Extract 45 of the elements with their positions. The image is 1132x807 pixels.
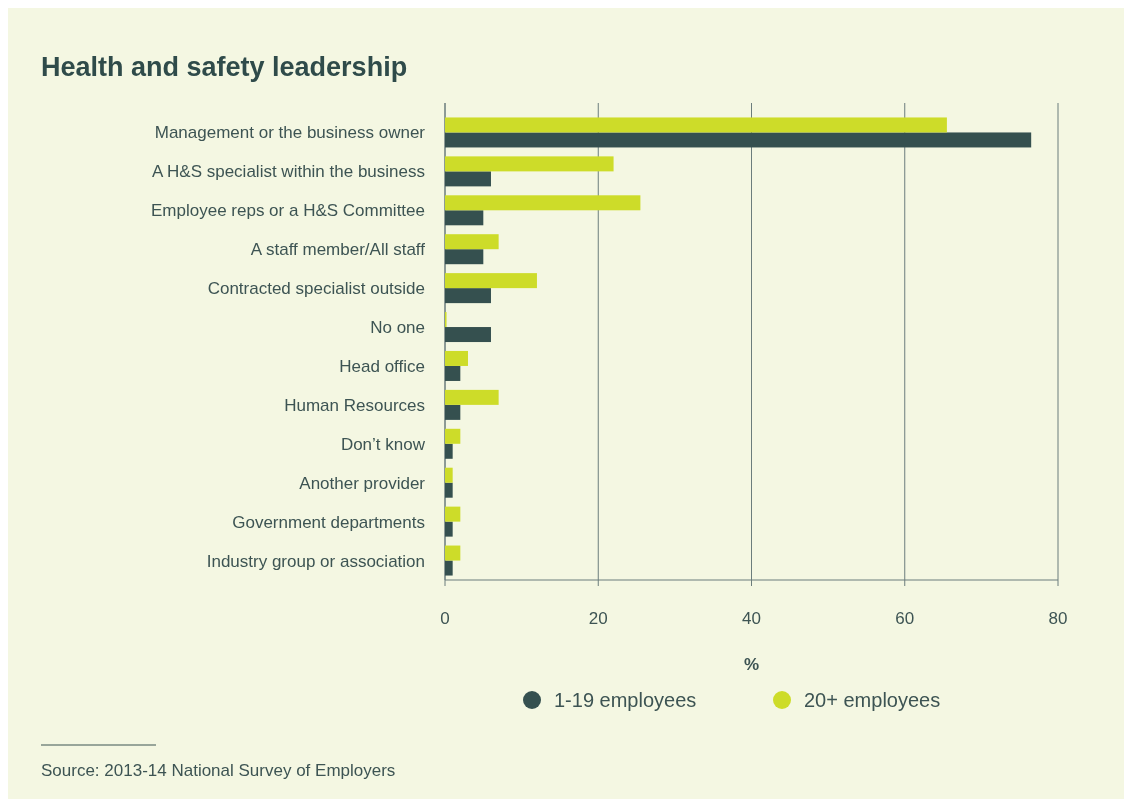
x-tick-label: 0 [440, 609, 450, 628]
bar [445, 506, 461, 522]
text: Health and safety leadership [41, 52, 408, 82]
y-tick-label: Head office [339, 356, 425, 376]
y-tick-label: Contracted specialist outside [207, 279, 425, 299]
bar [445, 117, 947, 133]
bar [445, 404, 461, 420]
y-tick-label: A H&S specialist within the business [151, 162, 425, 182]
y-tick-label: Human Resources [284, 395, 425, 415]
y-tick-label: No one [370, 318, 425, 338]
y-tick-label: Management or the business owner [154, 123, 426, 143]
bar [445, 195, 641, 211]
bar [445, 428, 461, 444]
bar [445, 389, 499, 405]
bar [445, 132, 1032, 148]
y-tick-label: Another provider [299, 473, 426, 493]
bar [445, 273, 537, 289]
x-tick-label: 40 [742, 609, 761, 628]
bar [445, 288, 491, 304]
x-tick-label: 80 [1048, 609, 1068, 628]
bar [445, 482, 453, 498]
y-tick-label: Employee reps or a H&S Committee [151, 201, 425, 221]
y-tick-label: Government departments [232, 512, 425, 532]
y-tick-label: A staff member/All staff [250, 240, 426, 260]
y-tick-label: Don’t know [340, 434, 426, 454]
bar [445, 327, 491, 343]
bar [445, 443, 453, 459]
bar [445, 210, 484, 226]
x-tick-label: 60 [895, 609, 915, 628]
y-tick-label: Industry group or association [206, 551, 425, 571]
bar [445, 156, 614, 172]
legend-label: 1-19 employees [554, 689, 697, 711]
bar [445, 365, 461, 381]
legend-label: 20+ employees [804, 689, 941, 711]
bar [445, 171, 491, 187]
bar [445, 545, 461, 561]
bar [445, 350, 468, 366]
x-tick-label: 20 [588, 609, 608, 628]
bar [445, 234, 499, 250]
source-note: Source: 2013-14 National Survey of Employers [41, 761, 396, 780]
bar [445, 560, 453, 576]
bar [445, 521, 453, 537]
bar [445, 467, 453, 483]
x-axis-title: % [743, 655, 760, 674]
bar [445, 249, 484, 265]
